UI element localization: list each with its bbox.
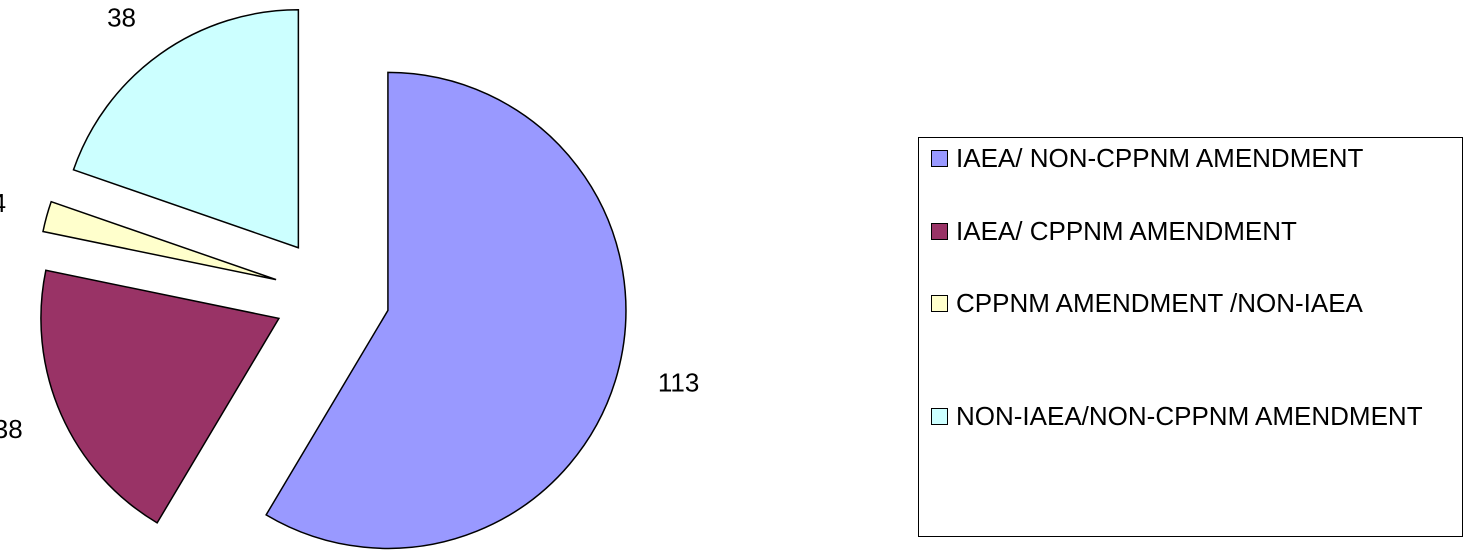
data-label: 113 <box>658 368 699 398</box>
legend-swatch <box>931 408 948 425</box>
legend-entry: CPPNM AMENDMENT /NON-IAEA <box>931 284 1456 322</box>
legend-swatch <box>931 295 948 312</box>
data-label: 4 <box>0 188 6 218</box>
legend-entry: NON-IAEA/NON-CPPNM AMENDMENT <box>931 397 1456 435</box>
legend-label: IAEA/ CPPNM AMENDMENT <box>956 216 1297 246</box>
pie-slice <box>40 269 281 524</box>
legend-swatch <box>931 223 948 240</box>
pie-chart: 113 38 4 38 <box>0 2 699 550</box>
legend: IAEA/ NON-CPPNM AMENDMENT IAEA/ CPPNM AME… <box>918 137 1463 537</box>
data-label: 38 <box>107 2 136 32</box>
legend-label: NON-IAEA/NON-CPPNM AMENDMENT <box>956 401 1423 431</box>
pie-slice <box>42 200 277 281</box>
legend-entry: IAEA/ NON-CPPNM AMENDMENT <box>931 139 1456 177</box>
legend-label: IAEA/ NON-CPPNM AMENDMENT <box>956 143 1364 173</box>
pie-slice <box>72 8 300 249</box>
legend-entry: IAEA/ CPPNM AMENDMENT <box>931 212 1456 250</box>
data-label: 38 <box>0 414 23 444</box>
legend-label: CPPNM AMENDMENT /NON-IAEA <box>956 288 1363 318</box>
pie-slice <box>265 71 627 550</box>
legend-swatch <box>931 150 948 167</box>
